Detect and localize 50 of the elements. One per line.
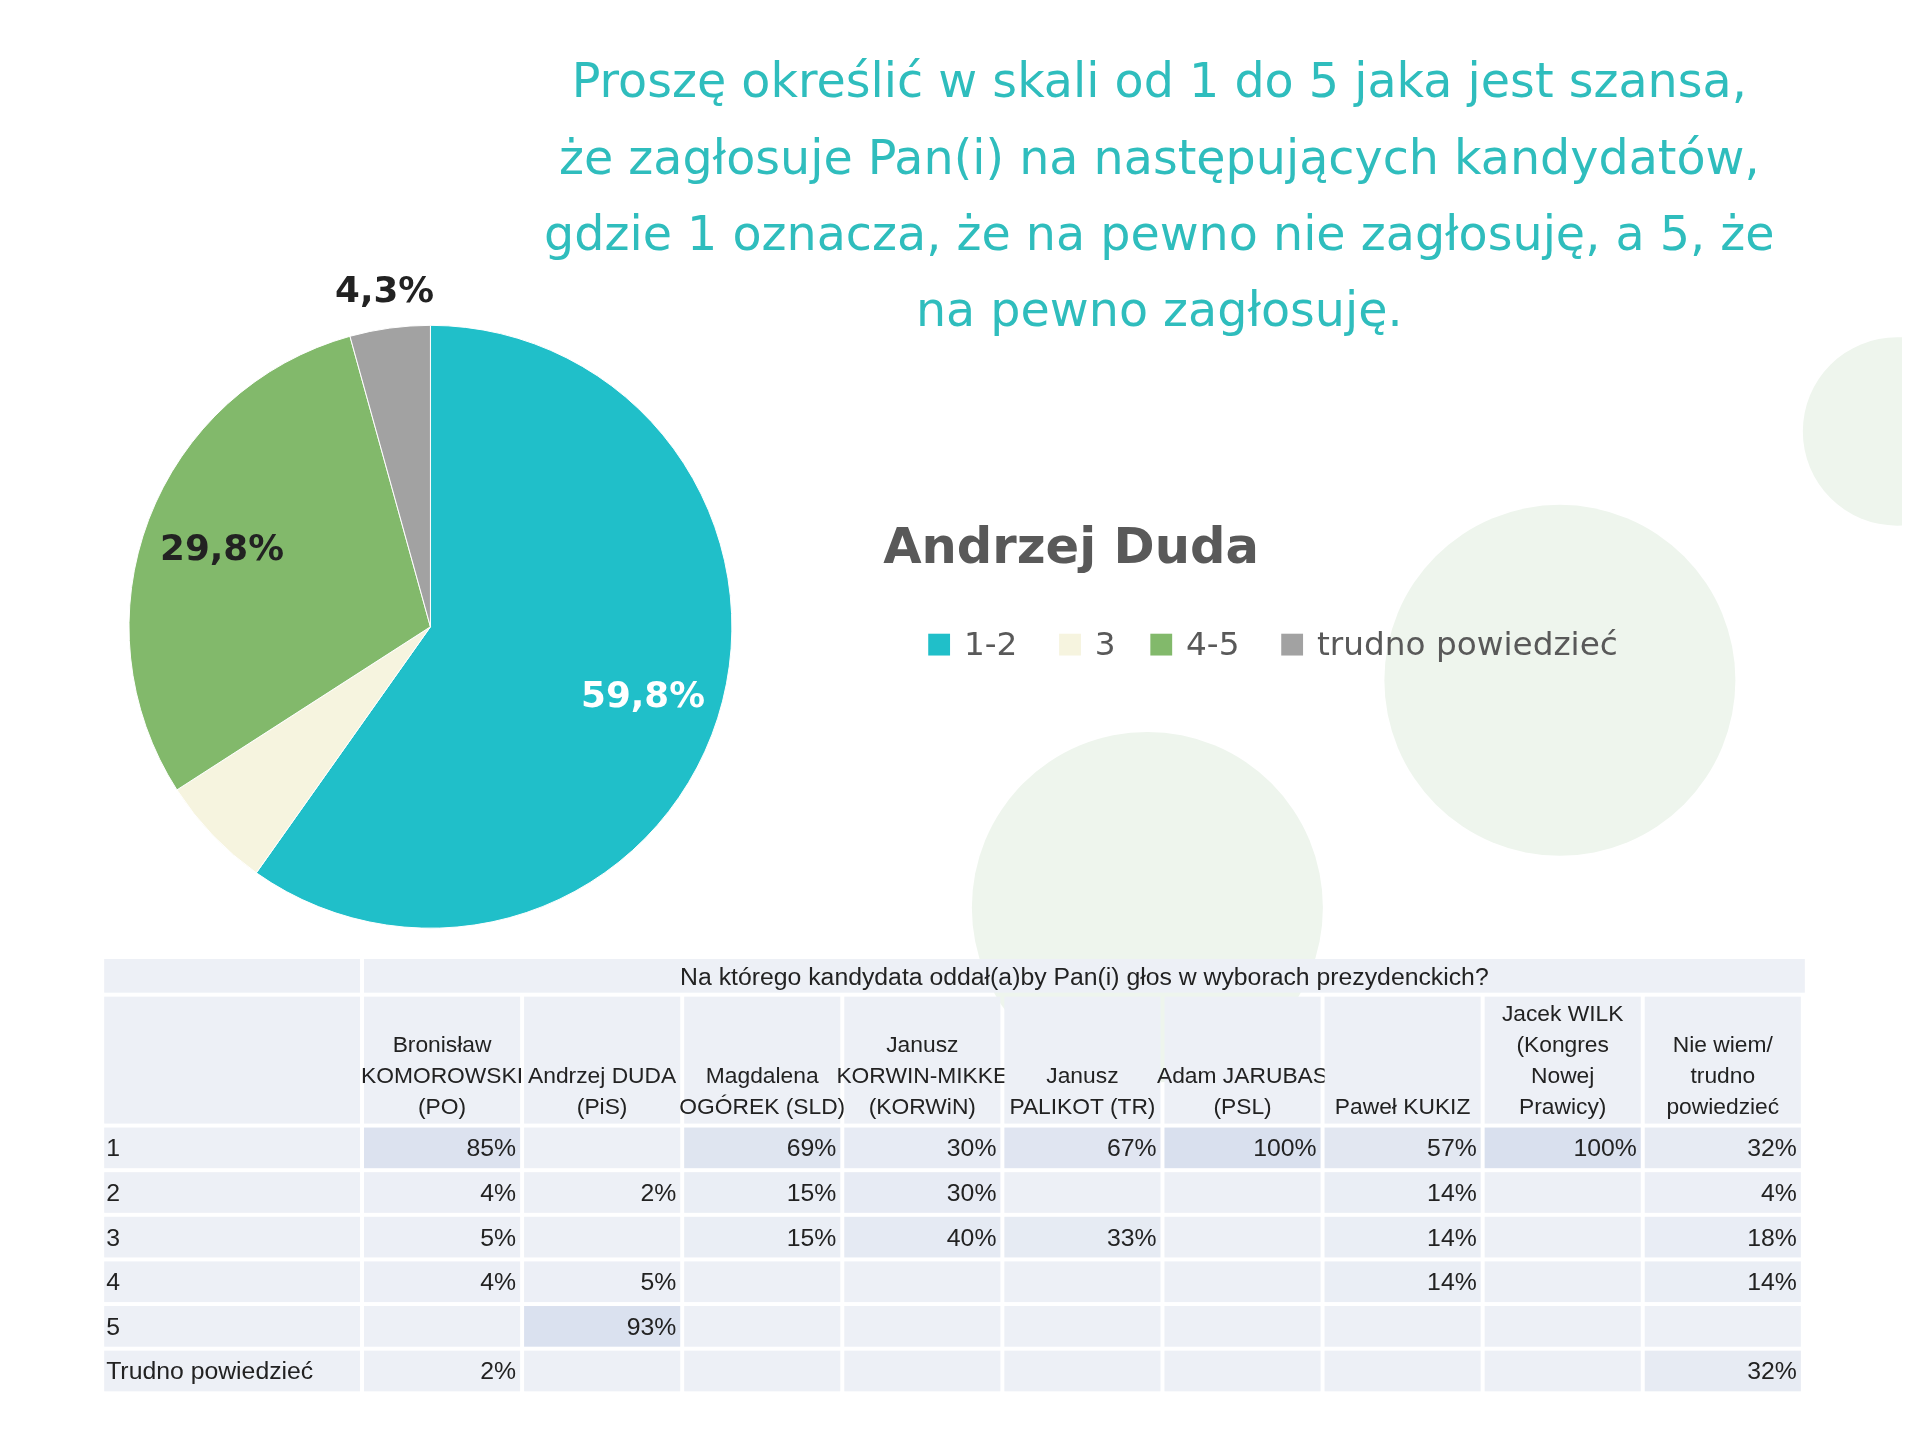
data-label: 85% (466, 1134, 517, 1162)
data-label: 4% (1761, 1178, 1797, 1206)
data-label: 93% (626, 1312, 677, 1340)
data-label: 18% (1747, 1223, 1797, 1251)
y-tick-label: 5 (106, 1312, 120, 1340)
data-label: 32% (1747, 1134, 1797, 1162)
legend-label: trudno powiedzieć (1316, 624, 1618, 663)
x-tick-label: Paweł KUKIZ (1334, 1092, 1471, 1119)
data-label: 15% (786, 1223, 837, 1251)
y-tick-label: 1 (106, 1134, 120, 1162)
data-label: 2% (480, 1357, 517, 1385)
data-label: 100% (1573, 1134, 1637, 1162)
x-tick-label: Nie wiem/ trudno powiedzieć (1666, 1031, 1780, 1119)
y-tick-label: 2 (106, 1178, 120, 1206)
legend-label: 1-2 (963, 624, 1018, 663)
y-tick-label: Trudno powiedzieć (106, 1357, 314, 1385)
x-tick-label: Adam JARUBAS (PSL) (1156, 1061, 1329, 1119)
data-label: 100% (1253, 1134, 1317, 1162)
x-tick-label: Andrzej DUDA (PiS) (528, 1061, 678, 1119)
data-label: 14% (1747, 1268, 1797, 1296)
data-label: 59,8% (581, 673, 705, 715)
y-tick-label: 4 (106, 1268, 121, 1296)
data-label: 14% (1427, 1268, 1477, 1296)
data-label: 30% (946, 1134, 997, 1162)
data-label: 14% (1427, 1178, 1477, 1206)
data-label: 2% (640, 1178, 677, 1206)
data-label: 69% (786, 1134, 837, 1162)
text: Andrzej Duda (883, 517, 1259, 576)
chart-title: Proszę określić w skali od 1 do 5 jaka jest szansa, że zagłosuje Pan(i) na następujących kandydatów, gdzie 1 oznacza, że na pewno nie zagłosuję, a 5, że na pewno zagłosuję. (544, 53, 1775, 338)
x-tick-label: Jacek WILK (Kongres Nowej Prawicy) (1501, 1000, 1624, 1119)
data-label: 33% (1106, 1223, 1157, 1251)
data-label: 15% (786, 1178, 837, 1206)
data-label: 30% (946, 1178, 997, 1206)
data-label: 32% (1747, 1357, 1797, 1385)
chart-title: Na którego kandydata oddał(a)by Pan(i) głos w wyborach prezydenckich? (680, 962, 1489, 990)
data-label: 67% (1106, 1134, 1157, 1162)
data-label: 29,8% (160, 526, 284, 568)
data-label: 5% (640, 1268, 677, 1296)
data-label: 5% (480, 1223, 517, 1251)
y-tick-label: 3 (106, 1223, 120, 1251)
legend-label: 3 (1094, 624, 1116, 663)
data-label: 40% (946, 1223, 997, 1251)
legend-label: 4-5 (1186, 624, 1240, 663)
data-label: 4% (480, 1178, 517, 1206)
data-label: 57% (1427, 1134, 1477, 1162)
data-label: 4% (480, 1268, 517, 1296)
data-label: 14% (1427, 1223, 1477, 1251)
data-label: 4,3% (335, 268, 435, 310)
x-tick-label: Janusz PALIKOT (TR) (1009, 1061, 1156, 1119)
x-tick-label: Bronisław KOMOROWSKI (PO) (360, 1031, 524, 1119)
